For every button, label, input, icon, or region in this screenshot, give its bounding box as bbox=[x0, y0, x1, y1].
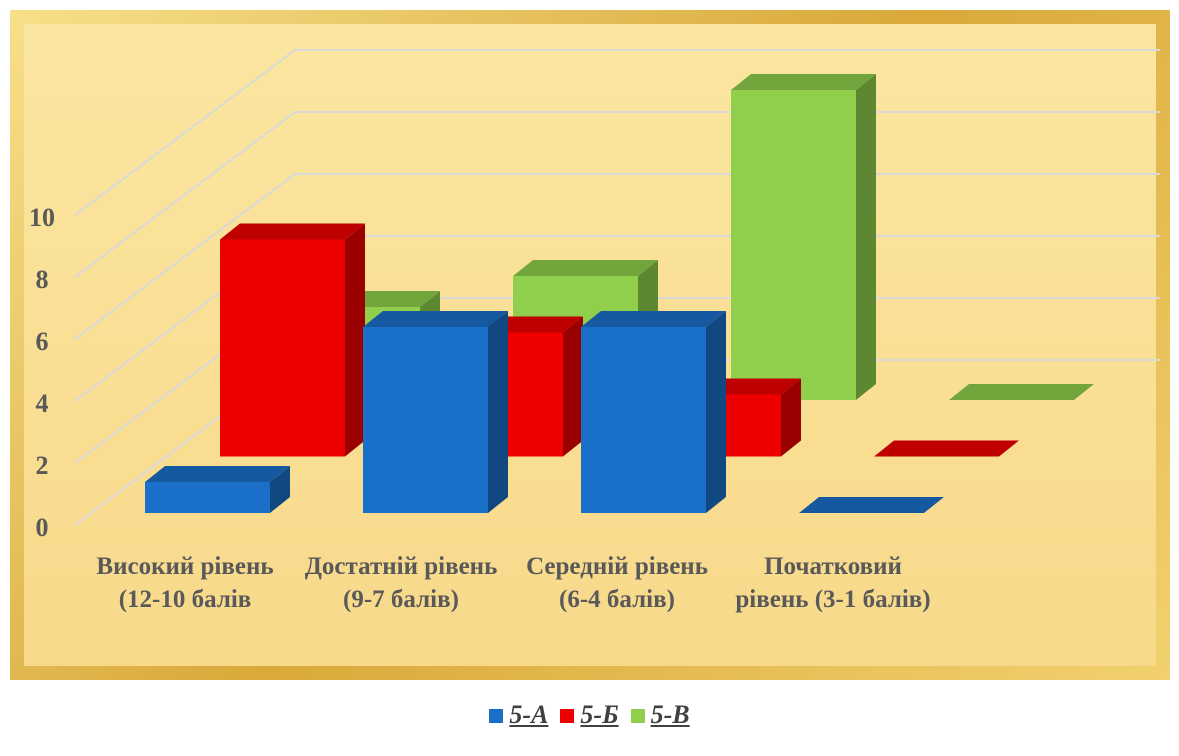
bar-face bbox=[949, 384, 1094, 400]
x-tick-label: Середній рівень (6-4 балів) bbox=[526, 553, 708, 613]
y-tick-label: 8 bbox=[36, 265, 49, 294]
legend-label: 5-В bbox=[650, 700, 690, 729]
bar-face bbox=[345, 223, 365, 457]
x-tick-label: Достатній рівень (9-7 балів) bbox=[304, 553, 498, 613]
bar-face bbox=[363, 327, 488, 513]
bar-face bbox=[706, 311, 726, 513]
legend-item: 5-В bbox=[630, 700, 690, 730]
bar bbox=[799, 497, 944, 513]
bar bbox=[874, 440, 1019, 457]
bar bbox=[145, 466, 290, 513]
bar-face bbox=[581, 311, 726, 327]
bar-face bbox=[220, 239, 345, 457]
y-tick-label: 0 bbox=[36, 513, 49, 542]
legend-item: 5-А bbox=[489, 700, 548, 730]
bar-face bbox=[270, 466, 290, 513]
bar bbox=[731, 74, 876, 400]
bar-face bbox=[581, 327, 706, 513]
bar-face bbox=[731, 74, 876, 90]
bar-face bbox=[513, 260, 658, 276]
y-tick-label: 4 bbox=[36, 389, 49, 418]
bar-face bbox=[563, 316, 583, 457]
legend-label: 5-А bbox=[509, 700, 549, 729]
x-tick-label: Початковий рівень (3-1 балів) bbox=[735, 553, 931, 613]
bar-face bbox=[145, 466, 290, 482]
x-tick-label: Високий рівень (12-10 балів bbox=[96, 553, 274, 613]
legend-item: 5-Б bbox=[560, 700, 619, 730]
y-tick-label: 10 bbox=[29, 203, 55, 232]
y-tick-label: 2 bbox=[36, 451, 49, 480]
bar-face bbox=[856, 74, 876, 400]
bar-face bbox=[781, 378, 801, 457]
bar-face bbox=[874, 440, 1019, 457]
bar bbox=[363, 311, 508, 513]
y-tick-label: 6 bbox=[36, 327, 49, 356]
bar bbox=[220, 223, 365, 457]
grid-line bbox=[74, 49, 1160, 216]
bar-face bbox=[488, 311, 508, 513]
bar bbox=[949, 384, 1094, 400]
legend-swatch bbox=[489, 709, 504, 723]
legend-swatch bbox=[630, 709, 645, 723]
bar-face bbox=[145, 482, 270, 513]
bar-face bbox=[363, 311, 508, 327]
bar bbox=[581, 311, 726, 513]
bar-face bbox=[220, 223, 365, 240]
legend-label: 5-Б bbox=[580, 700, 619, 729]
legend-swatch bbox=[560, 709, 575, 723]
bar-face bbox=[731, 90, 856, 400]
legend: 5-А 5-Б 5-В bbox=[0, 700, 1179, 730]
bar-face bbox=[799, 497, 944, 513]
